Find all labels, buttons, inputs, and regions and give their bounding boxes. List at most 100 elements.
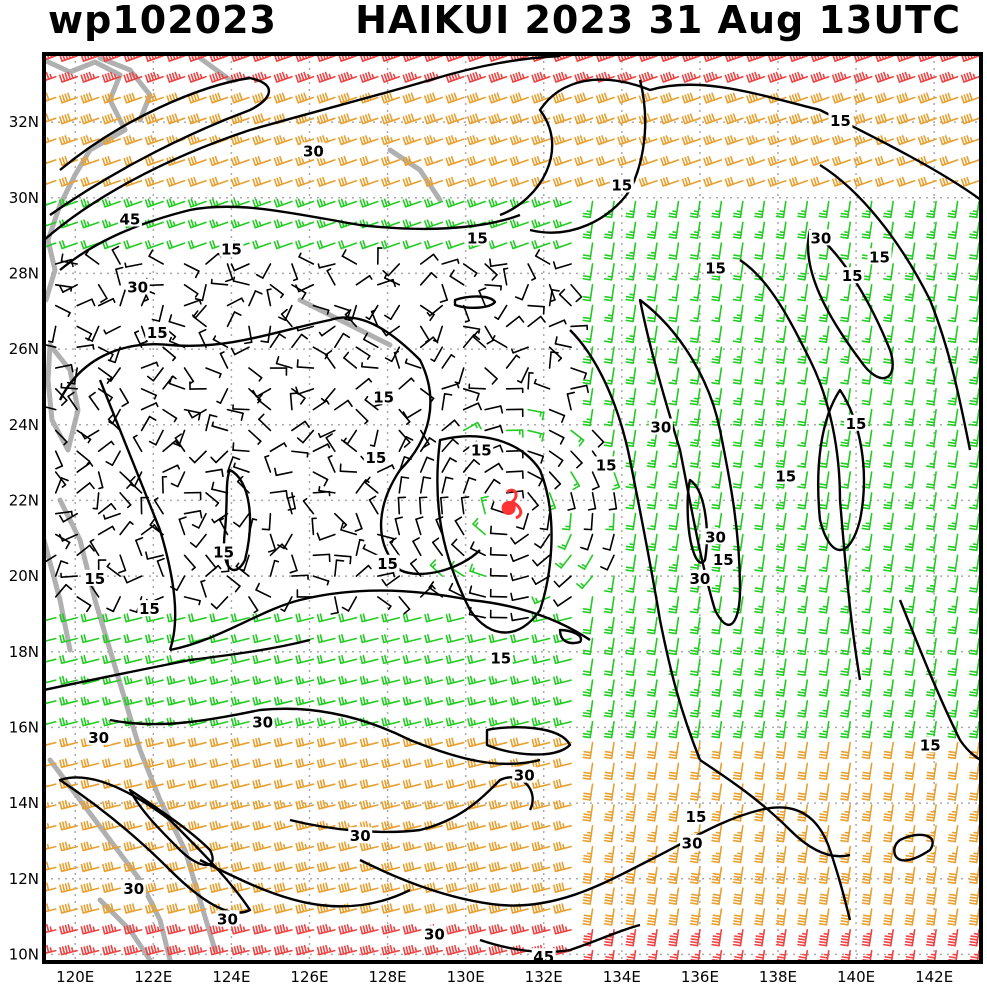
wind-barb [359,198,379,208]
wind-barb [968,845,980,864]
wind-barb [488,696,508,706]
contour-label-bg [828,112,853,129]
wind-barb [797,845,809,864]
wind-barb [509,71,529,83]
land-philippines-east [47,757,173,962]
wind-barb [445,654,465,665]
wind-barb [252,841,272,852]
wind-barb [460,496,470,515]
wind-barb [494,304,508,320]
wind-barb [209,675,229,685]
wind-barb [505,429,524,438]
wind-barb [603,616,615,635]
wind-barb [316,758,336,769]
wind-barb [646,450,658,468]
wind-barb [818,596,830,614]
wind-barb [567,492,576,511]
wind-barb [775,388,787,406]
contour-label: 15 [84,570,105,588]
wind-barb [230,219,250,229]
wind-barb [191,304,207,319]
wind-barb [166,944,186,956]
wind-barb [947,658,959,676]
wind-barb [132,434,143,453]
wind-barb [402,155,422,167]
wind-barb [252,799,272,810]
wind-barb [582,658,594,676]
wind-barb [189,533,207,548]
wind-barb [59,737,78,748]
wind-barb [103,325,121,335]
wind-barb [831,135,852,146]
wind-barb [97,502,117,515]
wind-barb [166,903,186,914]
wind-barb [603,283,615,302]
wind-barb [296,359,315,369]
wind-barb [646,908,658,926]
wind-barb [754,596,766,614]
wind-barb [810,135,830,146]
wind-barb [689,783,701,801]
wind-barb [574,176,594,187]
wind-barb [883,866,894,885]
wind-barb [797,512,809,531]
wind-barb [767,176,787,187]
wind-barb [80,219,100,229]
wind-barb [295,240,315,250]
wind-barb [269,442,287,453]
wind-barb [510,737,529,748]
wind-barb [364,476,379,494]
wind-barb [818,554,830,572]
wind-barb [926,221,937,239]
wind-barb [840,700,852,718]
wind-barb [861,533,873,552]
wind-barb [775,824,787,843]
wind-barb [732,845,744,864]
wind-barb [54,388,68,406]
lon-tick-label: 126E [290,968,328,986]
wind-barb [669,949,680,962]
wind-barb [548,319,567,328]
wind-barb [398,408,411,426]
wind-barb [188,820,207,831]
wind-barb [840,450,852,468]
wind-barb [187,240,207,250]
wind-barb [797,700,809,718]
wind-barb [883,783,894,801]
wind-barb [209,176,229,187]
wind-barb [209,944,229,956]
wind-barb [732,367,744,385]
wind-barb [818,575,830,593]
wind-barb [883,200,894,219]
wind-barb [424,92,444,104]
wind-barb [689,429,701,448]
wind-barb [968,283,980,302]
wind-barb [432,325,444,343]
wind-barb [947,783,959,801]
wind-barb [732,575,744,593]
wind-barb [754,866,766,885]
wind-barb [947,325,959,344]
wind-barb [883,388,894,406]
wind-barb [211,421,229,432]
wind-barb [441,476,454,494]
wind-barb [252,219,272,229]
wind-barb [789,71,809,83]
wind-barb [746,71,766,83]
wind-barb [273,654,293,665]
wind-barb [625,533,637,552]
wind-barb [947,575,959,593]
wind-barb [44,799,57,809]
contour-15-se-loop [893,833,934,862]
wind-barb [424,219,444,229]
wind-barb [505,387,524,394]
wind-barb [140,361,159,369]
wind-barb [947,450,959,468]
wind-barb [445,675,465,685]
wind-barb [510,572,529,582]
wind-barb [883,908,894,926]
wind-barb [840,824,852,843]
wind-barb [462,263,478,278]
wind-barb [316,696,336,706]
wind-barb [398,596,411,615]
